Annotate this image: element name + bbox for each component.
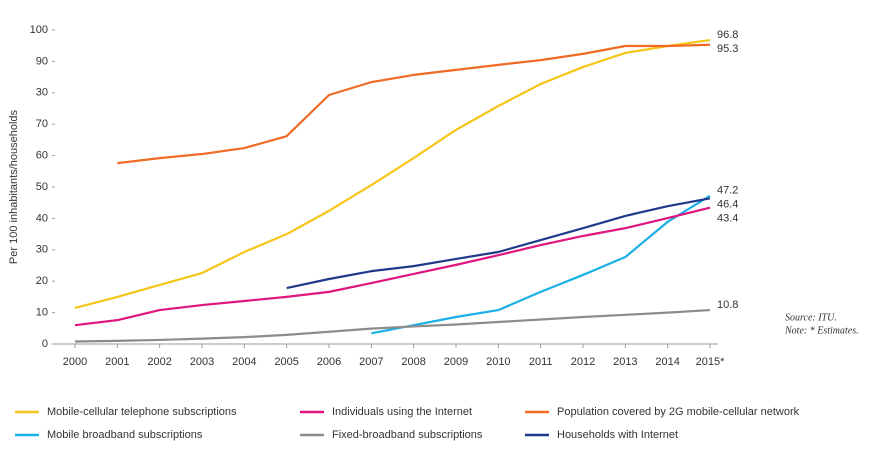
end-label: 46.4 <box>717 199 738 211</box>
source: Source: ITU. <box>785 312 837 323</box>
end-label: 47.2 <box>717 185 738 197</box>
x-tick-label: 2001 <box>105 356 129 368</box>
x-tick-label: 2014 <box>655 356 679 368</box>
y-tick-label: 50 <box>36 181 48 193</box>
x-tick-label: 2006 <box>317 356 341 368</box>
series-line <box>371 194 711 335</box>
legend-label: Mobile-cellular telephone subscriptions <box>47 406 237 418</box>
y-tick-label: 30 <box>36 87 48 99</box>
x-tick-label: 2015* <box>696 356 725 368</box>
x-tick-label: 2007 <box>359 356 383 368</box>
y-tick-label: 0 <box>42 338 48 350</box>
x-tick-label: 2004 <box>232 356 256 368</box>
x-tick-label: 2003 <box>190 356 214 368</box>
y-tick-label: 70 <box>36 118 48 130</box>
series-line <box>117 43 711 165</box>
y-tick-label: 60 <box>36 150 48 162</box>
x-tick-label: 2012 <box>571 356 595 368</box>
x-tick-label: 2000 <box>63 356 87 368</box>
end-label: 96.8 <box>717 29 738 41</box>
y-tick-label: 90 <box>36 55 48 67</box>
y-tick-label: 30 <box>36 244 48 256</box>
x-tick-label: 2005 <box>274 356 298 368</box>
end-label: 43.4 <box>717 213 738 225</box>
legend-label: Mobile broadband subscriptions <box>47 429 203 441</box>
legend-label: Fixed-broadband subscriptions <box>332 429 483 441</box>
x-tick-label: 2009 <box>444 356 468 368</box>
x-tick-label: 2013 <box>613 356 637 368</box>
legend-label: Population covered by 2G mobile-cellular… <box>557 406 800 418</box>
end-label: 95.3 <box>717 43 738 55</box>
series-line <box>74 38 711 309</box>
end-label: 10.8 <box>717 299 738 311</box>
x-tick-label: 2008 <box>401 356 425 368</box>
legend-label: Households with Internet <box>557 429 678 441</box>
y-tick-label: 100 <box>30 24 48 36</box>
y-axis-label: Per 100 inhabitants/households <box>8 109 20 264</box>
series-line <box>286 197 711 290</box>
y-tick-label: 20 <box>36 275 48 287</box>
x-tick-label: 2011 <box>529 356 553 368</box>
y-tick-label: 10 <box>36 307 48 319</box>
note: Note: * Estimates. <box>784 325 859 336</box>
legend-label: Individuals using the Internet <box>332 406 472 418</box>
series-line <box>74 206 711 327</box>
x-tick-label: 2002 <box>147 356 171 368</box>
series-line <box>74 308 711 343</box>
x-tick-label: 2010 <box>486 356 510 368</box>
y-tick-label: 40 <box>36 212 48 224</box>
